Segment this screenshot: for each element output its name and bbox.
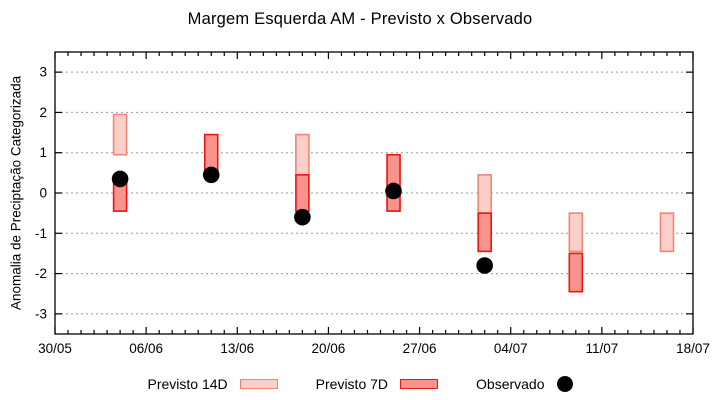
legend-swatch-7d (400, 379, 439, 389)
x-tick-label: 27/06 (403, 341, 437, 356)
x-tick-label: 11/07 (585, 341, 618, 356)
x-tick-label: 20/06 (312, 341, 346, 356)
range-bar (659, 212, 675, 253)
legend-label-observado: Observado (476, 376, 545, 392)
observed-dot (202, 166, 220, 184)
range-bar (112, 113, 128, 156)
range-bar (477, 212, 492, 253)
y-tick-label: -1 (35, 226, 47, 241)
legend-label-previsto-14d: Previsto 14D (147, 376, 228, 392)
legend: Previsto 14D Previsto 7D Observado (0, 372, 720, 396)
range-bar (568, 252, 584, 293)
legend-swatch-14d (239, 379, 278, 389)
legend-key-observado-dot (556, 376, 573, 392)
y-tick-label: -3 (35, 306, 47, 321)
y-tick-label: 3 (39, 65, 47, 80)
y-tick-label: 2 (39, 105, 47, 120)
observed-dot (385, 182, 402, 200)
legend-label-previsto-7d: Previsto 7D (315, 376, 389, 392)
chart-title: Margem Esquerda AM - Previsto x Observad… (187, 10, 533, 28)
x-tick-label: 18/07 (676, 341, 710, 356)
legend-item-observado: Observado (476, 376, 573, 392)
x-tick-label: 06/06 (129, 341, 163, 356)
range-bar (568, 212, 584, 253)
x-tick-label: 30/05 (38, 341, 72, 356)
observed-dot (111, 170, 129, 188)
observed-dot (294, 208, 311, 226)
range-bar (477, 174, 492, 214)
legend-item-previsto-7d: Previsto 7D (315, 376, 439, 392)
range-bar (295, 133, 310, 176)
y-tick-label: -2 (35, 266, 47, 281)
y-tick-label: 0 (39, 186, 47, 201)
legend-item-previsto-14d: Previsto 14D (148, 376, 278, 392)
range-bar (295, 174, 310, 212)
y-tick-label: 1 (39, 145, 47, 160)
x-tick-label: 13/06 (220, 341, 254, 356)
observed-dot (476, 257, 493, 274)
x-tick-label: 04/07 (494, 341, 528, 356)
